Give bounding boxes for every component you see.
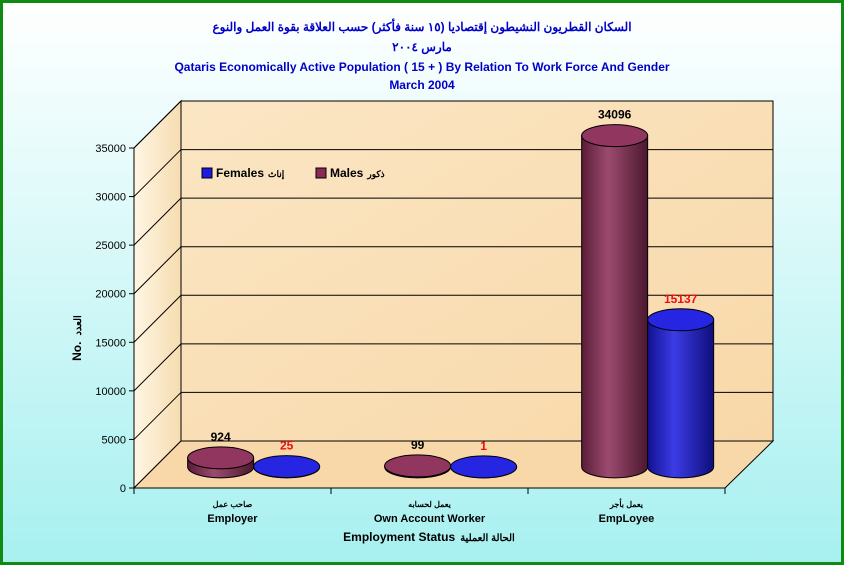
gridline-side — [133, 149, 182, 197]
legend-label-en: Females — [216, 166, 264, 180]
y-axis-title-en: No. — [70, 342, 84, 361]
bar-top — [384, 454, 452, 478]
y-tick-label: 25000 — [95, 240, 126, 252]
chart-canvas: السكان القطريون النشيطون إقتصاديا (١٥ سن… — [3, 3, 841, 562]
gridline-side — [133, 392, 182, 440]
data-label: 34096 — [598, 108, 632, 122]
bar-top — [187, 446, 255, 470]
chart-side-wall — [133, 99, 182, 490]
legend-label: Males ذكور — [330, 166, 385, 180]
legend-swatch — [315, 167, 327, 179]
gridline-side — [133, 343, 182, 392]
y-tick-label: 15000 — [95, 337, 126, 349]
category-label: Employer — [207, 513, 258, 525]
x-axis-title-en: Employment Status — [343, 530, 455, 544]
bar-females-2: 15137 — [647, 292, 715, 479]
y-tick-label: 30000 — [95, 192, 126, 204]
category-label-arabic: يعمل لحسابه — [408, 500, 451, 509]
x-axis-title: Employment Status الحالة العملية — [343, 530, 515, 544]
bar-top — [450, 455, 518, 479]
bar-body — [647, 319, 715, 479]
category-label-arabic: صاحب عمل — [213, 500, 253, 509]
gridline-side — [133, 100, 182, 149]
bar-males-1: 99 — [384, 438, 452, 479]
chart-subtitle: March 2004 — [389, 78, 455, 92]
bar-top — [647, 308, 715, 332]
legend-label-ar: إناث — [268, 169, 285, 180]
bar-top — [253, 455, 321, 479]
category-label: Own Account Worker — [374, 513, 486, 525]
gridline-side — [133, 246, 182, 295]
category-label-arabic: يعمل بأجر — [609, 497, 644, 510]
data-label: 15137 — [664, 292, 698, 306]
bar-body — [581, 135, 649, 479]
gridline-side — [133, 197, 182, 246]
legend-swatch — [201, 167, 213, 179]
data-label: 99 — [411, 438, 425, 452]
legend: Females إناث Males ذكور — [201, 166, 385, 180]
bar-top — [581, 124, 649, 148]
data-label: 1 — [480, 439, 487, 453]
bar-females-0: 25 — [253, 439, 321, 479]
legend-label-en: Males — [330, 166, 364, 180]
x-axis-title-ar: الحالة العملية — [460, 533, 515, 544]
y-axis-title: No. العدد — [70, 315, 84, 361]
y-tick-label: 35000 — [95, 143, 126, 155]
chart-subtitle-arabic: مارس ٢٠٠٤ — [392, 40, 452, 55]
legend-label: Females إناث — [216, 166, 285, 180]
legend-label-ar: ذكور — [366, 169, 384, 180]
bar-females-1: 1 — [450, 439, 518, 479]
y-tick-label: 5000 — [102, 434, 126, 446]
category-label: EmpLoyee — [599, 513, 655, 525]
bar-males-0: 924 — [187, 430, 255, 479]
data-label: 25 — [280, 439, 294, 453]
chart-title: Qataris Economically Active Population (… — [174, 60, 669, 74]
gridline-side — [133, 294, 182, 343]
data-label: 924 — [211, 430, 231, 444]
bar-males-2: 34096 — [581, 108, 649, 479]
y-tick-label: 10000 — [95, 386, 126, 398]
y-tick-label: 20000 — [95, 289, 126, 301]
chart-title-arabic: السكان القطريون النشيطون إقتصاديا (١٥ سن… — [212, 18, 631, 35]
y-tick-label: 0 — [120, 483, 126, 495]
y-axis-title-ar: العدد — [73, 315, 84, 336]
